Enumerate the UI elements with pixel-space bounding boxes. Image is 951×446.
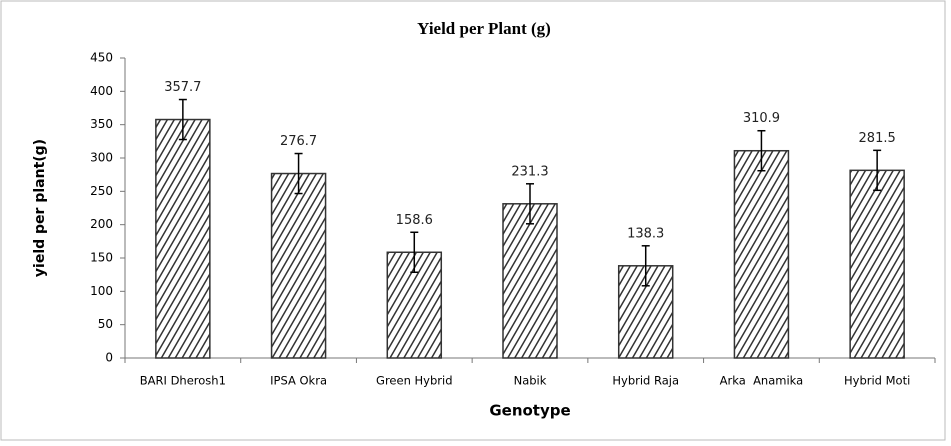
data-label: 357.7 [164,80,201,95]
data-label: 281.5 [859,131,896,146]
y-tick-label: 300 [90,151,113,165]
y-tick-label: 400 [90,84,113,98]
y-tick-label: 250 [90,184,113,198]
y-tick-label: 350 [90,117,113,131]
x-tick-label: Hybrid Moti [844,374,910,388]
x-tick-label: Arka Anamika [720,374,804,388]
x-tick-label: Nabik [514,374,547,388]
data-label: 158.6 [396,213,433,228]
data-label: 276.7 [280,134,317,149]
y-tick-label: 0 [105,351,113,365]
y-tick-label: 150 [90,251,113,265]
x-tick-label: Hybrid Raja [612,374,679,388]
bar [155,118,211,359]
x-tick-label: Green Hybrid [376,374,452,388]
data-label: 231.3 [511,164,548,179]
bar [270,172,327,359]
bar [849,169,905,359]
x-tick-label: IPSA Okra [270,374,327,388]
bar [502,203,558,359]
y-axis-label: yield per plant(g) [32,139,48,277]
data-label: 310.9 [743,111,780,126]
chart-title: Yield per Plant (g) [417,19,551,38]
y-tick-label: 200 [90,217,113,231]
x-tick-label: BARI Dherosh1 [140,374,226,388]
y-tick-label: 100 [90,284,113,298]
y-tick-label: 50 [98,317,113,331]
data-label: 138.3 [627,226,664,241]
bar [733,149,790,359]
x-axis-label: Genotype [489,402,570,420]
y-tick-label: 450 [90,51,113,65]
